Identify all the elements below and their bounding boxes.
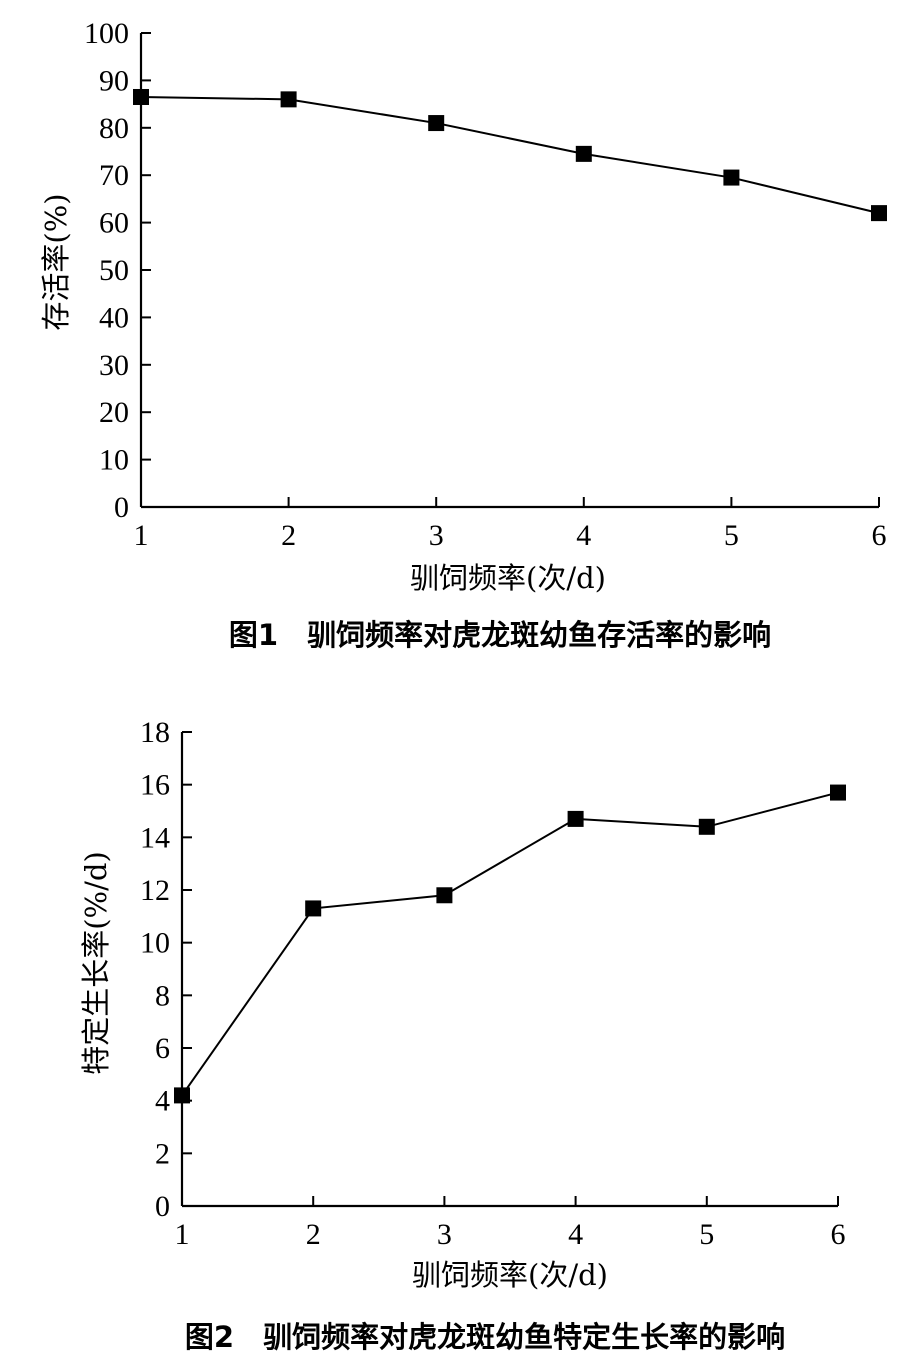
x-axis-title: 驯饲频率(次/d) — [410, 561, 606, 595]
x-tick-label: 1 — [175, 1218, 190, 1251]
y-tick-label: 60 — [99, 207, 129, 240]
y-tick-label: 10 — [140, 927, 170, 960]
data-point — [174, 1087, 190, 1104]
data-point — [698, 818, 715, 835]
y-tick-label: 0 — [114, 491, 129, 524]
y-tick-label: 18 — [140, 716, 170, 749]
x-tick-label: 6 — [872, 519, 887, 552]
data-point — [567, 810, 584, 827]
figure-caption: 图1 驯饲频率对虎龙斑幼鱼存活率的影响 — [229, 618, 771, 652]
data-point — [280, 91, 297, 108]
x-tick-label: 5 — [699, 1218, 714, 1251]
data-point — [871, 205, 887, 222]
data-point — [830, 784, 846, 801]
y-tick-label: 100 — [84, 17, 129, 50]
x-tick-label: 4 — [576, 519, 591, 552]
y-axis-title: 特定生长率(%/d) — [79, 851, 113, 1075]
figure-1: 0 10 20 30 40 50 60 70 80 90 100 1 2 3 4 5 6 驯饲频率(次/d) 存活率… — [39, 17, 887, 652]
series-line — [181, 791, 839, 1096]
y-tick-label: 50 — [99, 254, 129, 287]
data-point — [575, 145, 592, 162]
y-tick-label: 40 — [99, 301, 129, 334]
x-tick-label: 2 — [306, 1218, 321, 1251]
x-tick-label: 6 — [831, 1218, 846, 1251]
x-tick-label: 5 — [724, 519, 739, 552]
y-tick-label: 80 — [99, 112, 129, 145]
chart-1-survival-rate: 0 10 20 30 40 50 60 70 80 90 100 1 2 3 4 5 6 驯饲频率(次/d) 存活率… — [39, 17, 887, 652]
y-tick-label: 12 — [140, 874, 170, 907]
y-tick-label: 14 — [140, 821, 170, 854]
y-tick-label: 90 — [99, 64, 129, 97]
figure-2: 0 2 4 6 8 10 12 14 16 18 1 2 3 4 5 6 驯饲频率(次/d) 特定生长率(%/d)… — [0, 685, 912, 1366]
data-point — [436, 887, 453, 904]
y-axis-title: 存活率(%) — [39, 193, 73, 330]
figure-caption: 图2 驯饲频率对虎龙斑幼鱼特定生长率的影响 — [185, 1320, 785, 1354]
series-line — [140, 95, 880, 215]
x-tick-label: 1 — [134, 519, 149, 552]
y-tick-label: 2 — [155, 1137, 170, 1170]
data-point — [428, 115, 445, 132]
x-axis-title: 驯饲频率(次/d) — [412, 1258, 608, 1292]
y-tick-label: 0 — [155, 1190, 170, 1223]
y-tick-label: 70 — [99, 159, 129, 192]
y-tick-label: 4 — [155, 1085, 170, 1118]
data-point — [723, 169, 740, 186]
y-tick-label: 6 — [155, 1032, 170, 1065]
data-point — [133, 88, 149, 105]
x-tick-label: 3 — [429, 519, 444, 552]
y-tick-label: 20 — [99, 396, 129, 429]
x-tick-label: 4 — [568, 1218, 583, 1251]
y-tick-label: 10 — [99, 444, 129, 477]
y-tick-label: 30 — [99, 349, 129, 382]
x-tick-label: 2 — [281, 519, 296, 552]
x-tick-label: 3 — [437, 1218, 452, 1251]
y-tick-label: 8 — [155, 979, 170, 1012]
data-point — [305, 900, 322, 917]
y-tick-label: 16 — [140, 769, 170, 802]
